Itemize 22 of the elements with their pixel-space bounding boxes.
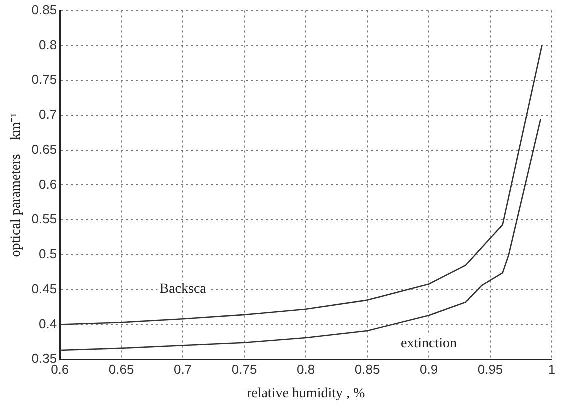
y-tick-label: 0.4 xyxy=(39,316,58,332)
y-tick-label: 0.65 xyxy=(32,142,58,157)
y-tick-label: 0.75 xyxy=(32,72,58,88)
x-tick-label: 0.7 xyxy=(174,362,192,377)
x-tick-label: 0.65 xyxy=(108,362,134,377)
x-tick-label: 1 xyxy=(548,362,556,377)
series-label: extinction xyxy=(401,336,458,352)
y-tick-label: 0.7 xyxy=(39,107,58,122)
y-tick-label: 0.5 xyxy=(39,246,58,262)
series-label: Backsca xyxy=(160,282,208,297)
y-tick-label: 0.6 xyxy=(39,176,58,192)
x-axis-title: relative humidity , % xyxy=(246,386,366,402)
y-tick-label: 0.55 xyxy=(32,212,58,227)
x-tick-label: 0.9 xyxy=(420,362,438,377)
x-tick-label: 0.75 xyxy=(232,362,258,377)
y-axis-title: optical parameters km⁻¹ xyxy=(9,113,24,258)
x-tick-label: 0.85 xyxy=(354,362,380,377)
y-tick-label: 0.85 xyxy=(32,2,58,18)
y-tick-label: 0.45 xyxy=(32,281,58,296)
x-tick-label: 0.8 xyxy=(297,362,316,377)
x-tick-label: 0.95 xyxy=(478,362,504,377)
y-tick-label: 0.8 xyxy=(39,37,58,52)
